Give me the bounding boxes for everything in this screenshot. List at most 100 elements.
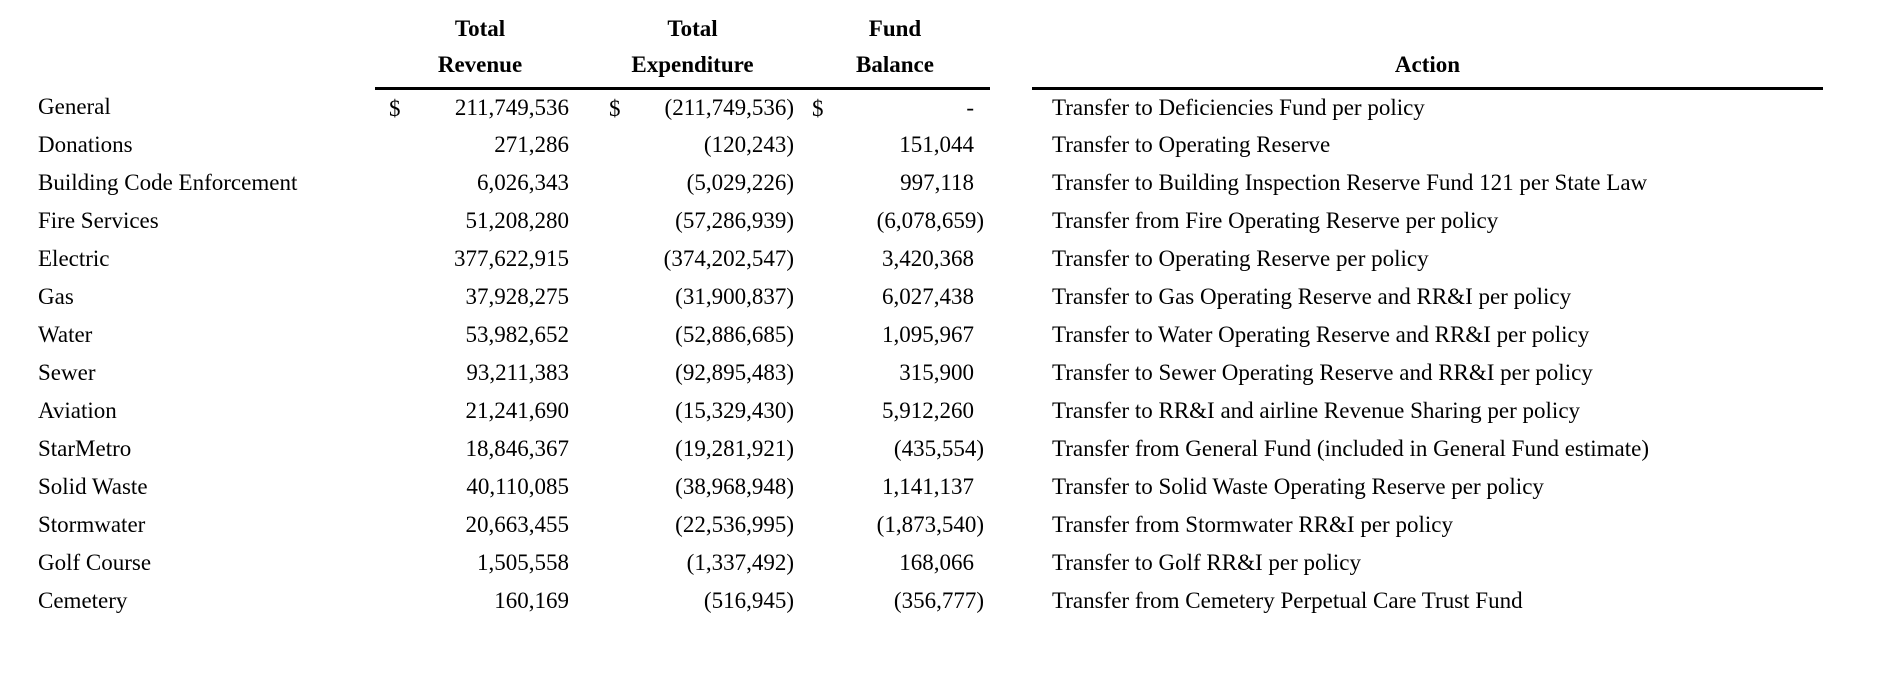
balance-cell: (1,873,540) — [800, 506, 990, 544]
expenditure-cell: (1,337,492) — [585, 544, 800, 582]
balance-cell: 997,118 — [800, 164, 990, 202]
table-row: Cemetery 160,169 (516,945) (356,777) Tra… — [36, 582, 1823, 620]
revenue-cell: 377,622,915 — [375, 240, 585, 278]
balance-value: (435,554) — [893, 436, 984, 461]
expenditure-cell: (19,281,921) — [585, 430, 800, 468]
revenue-cell: 20,663,455 — [375, 506, 585, 544]
balance-cell: $ - — [800, 88, 990, 126]
spacer-cell — [990, 506, 1032, 544]
table-row: Solid Waste 40,110,085 (38,968,948) 1,14… — [36, 468, 1823, 506]
action-cell: Transfer to RR&I and airline Revenue Sha… — [1052, 398, 1581, 423]
expenditure-cell: (52,886,685) — [585, 316, 800, 354]
revenue-value: 40,110,085 — [466, 474, 569, 499]
balance-column-header-line1: Fund — [868, 16, 922, 41]
action-cell: Transfer from Stormwater RR&I per policy — [1052, 512, 1453, 537]
fund-cell: Gas — [38, 284, 74, 309]
balance-value: 151,044 — [899, 132, 974, 157]
table-row: Fire Services 51,208,280 (57,286,939) (6… — [36, 202, 1823, 240]
action-cell: Transfer to Operating Reserve per policy — [1052, 246, 1429, 271]
balance-value: 5,912,260 — [882, 398, 974, 423]
action-cell: Transfer to Deficiencies Fund per policy — [1052, 94, 1425, 120]
fund-cell: Aviation — [38, 398, 117, 423]
expenditure-value: (38,968,948) — [675, 474, 794, 499]
expenditure-cell: (22,536,995) — [585, 506, 800, 544]
table-row: Donations 271,286 (120,243) 151,044 Tran… — [36, 126, 1823, 164]
revenue-value: 93,211,383 — [466, 360, 569, 385]
expenditure-cell: $ (211,749,536) — [585, 88, 800, 126]
balance-cell: 5,912,260 — [800, 392, 990, 430]
fund-cell: Donations — [38, 132, 133, 157]
revenue-cell: 6,026,343 — [375, 164, 585, 202]
fund-cell: Building Code Enforcement — [38, 170, 298, 195]
revenue-cell: 53,982,652 — [375, 316, 585, 354]
revenue-cell: 271,286 — [375, 126, 585, 164]
expenditure-value: (19,281,921) — [675, 436, 794, 461]
fund-cell: General — [38, 94, 111, 119]
revenue-cell: 37,928,275 — [375, 278, 585, 316]
table-row: Sewer 93,211,383 (92,895,483) 315,900 Tr… — [36, 354, 1823, 392]
balance-cell: 6,027,438 — [800, 278, 990, 316]
revenue-cell: 51,208,280 — [375, 202, 585, 240]
table-row: General $211,749,536 $ (211,749,536) $ - T… — [36, 88, 1823, 126]
expenditure-value: (57,286,939) — [675, 208, 794, 233]
spacer-cell — [990, 202, 1032, 240]
revenue-column-header-line2: Revenue — [375, 46, 585, 90]
balance-column-header-line2: Balance — [800, 46, 990, 90]
revenue-value: 377,622,915 — [454, 246, 569, 271]
balance-value: 997,118 — [900, 170, 974, 195]
expenditure-value: (5,029,226) — [686, 170, 794, 195]
revenue-value: 211,749,536 — [454, 94, 569, 120]
balance-value: (356,777) — [893, 588, 984, 613]
balance-cell: 315,900 — [800, 354, 990, 392]
expenditure-cell: (57,286,939) — [585, 202, 800, 240]
balance-cell: 1,141,137 — [800, 468, 990, 506]
expenditure-value: (31,900,837) — [675, 284, 794, 309]
revenue-value: 18,846,367 — [465, 436, 570, 461]
expenditure-value: (1,337,492) — [686, 550, 794, 575]
balance-value: 1,141,137 — [882, 474, 974, 499]
balance-cell: (356,777) — [800, 582, 990, 620]
expenditure-cell: (120,243) — [585, 126, 800, 164]
expenditure-cell: (38,968,948) — [585, 468, 800, 506]
currency-symbol: $ — [812, 95, 824, 121]
balance-cell: 151,044 — [800, 126, 990, 164]
expenditure-value: (120,243) — [703, 132, 794, 157]
balance-cell: 168,066 — [800, 544, 990, 582]
revenue-cell: 93,211,383 — [375, 354, 585, 392]
revenue-value: 37,928,275 — [465, 284, 570, 309]
spacer-header — [990, 6, 1032, 46]
balance-value: 168,066 — [899, 550, 974, 575]
revenue-value: 21,241,690 — [465, 398, 570, 423]
table-row: Stormwater 20,663,455 (22,536,995) (1,87… — [36, 506, 1823, 544]
table-row: StarMetro 18,846,367 (19,281,921) (435,5… — [36, 430, 1823, 468]
action-cell: Transfer from General Fund (included in … — [1052, 436, 1649, 461]
expenditure-cell: (516,945) — [585, 582, 800, 620]
spacer-cell — [990, 582, 1032, 620]
fund-cell: Electric — [38, 246, 110, 271]
balance-cell: (435,554) — [800, 430, 990, 468]
action-cell: Transfer from Fire Operating Reserve per… — [1052, 208, 1499, 233]
table-row: Building Code Enforcement 6,026,343 (5,0… — [36, 164, 1823, 202]
fund-summary-table: Total Total Fund Revenue Expenditure Bal… — [36, 6, 1823, 620]
revenue-value: 53,982,652 — [465, 322, 570, 347]
expenditure-value: (211,749,536) — [664, 94, 794, 120]
table-row: Gas 37,928,275 (31,900,837) 6,027,438 Tr… — [36, 278, 1823, 316]
revenue-value: 160,169 — [494, 588, 569, 613]
table-row: Electric 377,622,915 (374,202,547) 3,420… — [36, 240, 1823, 278]
action-column-header: Action — [1032, 46, 1823, 90]
expenditure-value: (374,202,547) — [663, 246, 794, 271]
revenue-column-header-line1: Total — [454, 16, 506, 41]
action-cell: Transfer to Operating Reserve — [1052, 132, 1331, 157]
expenditure-cell: (374,202,547) — [585, 240, 800, 278]
action-cell: Transfer to Building Inspection Reserve … — [1052, 170, 1648, 195]
balance-cell: 1,095,967 — [800, 316, 990, 354]
action-cell: Transfer to Sewer Operating Reserve and … — [1052, 360, 1593, 385]
spacer-cell — [990, 316, 1032, 354]
spacer-cell — [990, 430, 1032, 468]
balance-value: (1,873,540) — [876, 512, 984, 537]
fund-cell: Solid Waste — [38, 474, 148, 499]
balance-cell: (6,078,659) — [800, 202, 990, 240]
revenue-cell: 1,505,558 — [375, 544, 585, 582]
fund-cell: Golf Course — [38, 550, 152, 575]
revenue-cell: 40,110,085 — [375, 468, 585, 506]
